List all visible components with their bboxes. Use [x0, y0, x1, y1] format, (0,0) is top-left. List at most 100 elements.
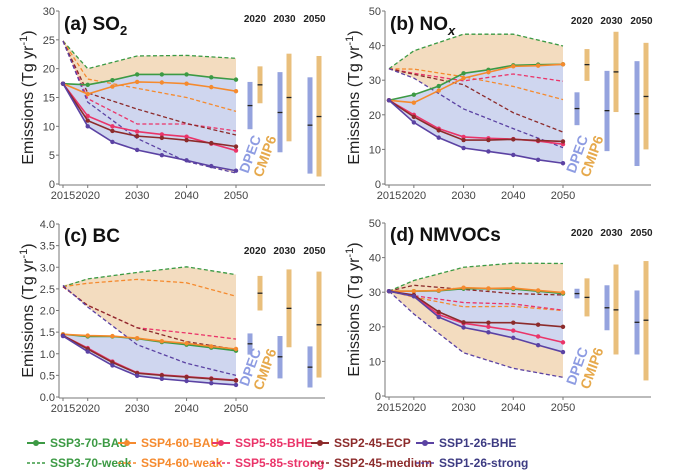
data-point-SSP2-45: [110, 360, 115, 365]
series-line-SSP1-26-dashed: [388, 68, 564, 149]
data-point-SSP5-85: [184, 134, 189, 139]
data-point-SSP5-85: [85, 113, 90, 119]
series-line-SSP3-70-dashed: [388, 262, 564, 292]
data-point-SSP4-60: [110, 333, 115, 339]
legend-label: SSP3-70-weak: [50, 456, 132, 470]
data-point-SSP4-60: [159, 339, 165, 344]
x-tick-label: 2020: [402, 402, 426, 414]
legend-marker: [218, 440, 224, 446]
y-tick-label: 20: [43, 64, 55, 76]
y-axis-label-end: ): [20, 30, 37, 35]
data-point-SSP3-70: [411, 92, 417, 97]
y-axis-label: Emissions (Tg yr-1): [18, 243, 37, 377]
data-point-SSP1-26: [110, 363, 115, 368]
x-tick-label: 2030: [451, 402, 475, 414]
data-point-SSP4-60: [184, 341, 189, 346]
data-point-SSP2-45: [233, 378, 239, 383]
data-point-SSP1-26: [486, 149, 491, 154]
series-line-SSP2-45-solid: [62, 83, 237, 148]
data-point-SSP4-60: [560, 290, 566, 295]
y-axis-label-superscript: -1: [344, 36, 356, 46]
y-axis-label: Emissions (Tg yr-1): [344, 242, 363, 376]
legend-label: SSP5-85-strong: [235, 456, 324, 470]
range-year-label: 2030: [600, 228, 623, 239]
data-point-SSP2-45: [110, 128, 115, 134]
data-point-SSP2-45: [461, 320, 466, 325]
y-tick-label: 40: [369, 253, 381, 265]
series-line-SSP5-85-dashed: [388, 68, 564, 82]
x-tick-label: 2040: [501, 402, 525, 414]
data-point-SSP3-70: [159, 72, 165, 77]
x-tick-label: 2020: [75, 190, 99, 202]
data-point-SSP4-60: [85, 333, 90, 338]
data-point-SSP2-45: [184, 374, 189, 380]
data-point-SSP4-60: [134, 79, 140, 85]
y-axis-label-text: Emissions (Tg yr: [346, 45, 363, 165]
data-point-SSP1-26: [209, 380, 214, 386]
data-point-SSP1-26: [85, 349, 90, 354]
data-point-SSP1-26: [60, 81, 66, 86]
y-tick-label: 0.5: [40, 370, 55, 382]
range-year-label: 2050: [630, 228, 653, 239]
legend-label: SSP4-60-BAU: [141, 436, 219, 450]
y-axis-label-text: Emissions (Tg yr: [346, 257, 363, 377]
y-axis-label-superscript: -1: [18, 36, 30, 46]
series-line-SSP4-60-dashed: [62, 40, 237, 112]
data-point-SSP5-85: [535, 334, 541, 339]
data-point-SSP1-26: [159, 376, 165, 382]
data-point-SSP2-45: [486, 137, 491, 143]
data-point-SSP1-26: [461, 145, 466, 151]
legend: SSP3-70-BAU SSP4-60-BAU SSP5-85-BHE SSP2-45…: [27, 436, 528, 470]
x-tick-label: 2020: [402, 190, 426, 202]
data-point-SSP4-60: [560, 62, 566, 67]
x-tick-label: 2020: [75, 403, 99, 415]
data-point-SSP5-85: [486, 324, 491, 329]
panel-title-text: (a) SO: [64, 14, 120, 35]
strong-policy-range-band: [389, 287, 563, 353]
legend-label: SSP1-26-BHE: [439, 436, 516, 450]
data-point-SSP4-60: [535, 63, 541, 68]
y-tick-label: 10: [369, 356, 381, 368]
data-point-SSP4-60: [233, 346, 239, 352]
range-year-label: 2030: [273, 246, 296, 257]
data-point-SSP2-45: [535, 322, 541, 327]
series-line-SSP4-60-solid: [388, 63, 564, 104]
range-year-label: 2030: [600, 16, 623, 27]
data-point-SSP2-45: [486, 320, 491, 325]
y-axis-label-text: Emissions (Tg yr: [20, 45, 37, 165]
data-point-SSP4-60: [511, 64, 516, 69]
series-line-SSP2-45-solid: [388, 290, 564, 328]
legend-label: SSP1-26-strong: [439, 456, 528, 470]
data-point-SSP2-45: [511, 320, 516, 325]
series-line-SSP3-70-dashed: [62, 40, 237, 70]
data-point-SSP1-26: [436, 314, 441, 320]
series-line-SSP4-60-solid: [62, 333, 237, 350]
x-tick-label: 2050: [551, 402, 575, 414]
y-tick-label: 0: [375, 391, 381, 403]
data-point-SSP4-60: [436, 288, 441, 293]
data-point-SSP1-26: [436, 135, 441, 140]
x-tick-label: 2015: [51, 403, 75, 415]
range-year-label: 2020: [244, 246, 267, 257]
y-tick-label: 30: [369, 287, 381, 299]
data-point-SSP1-26: [60, 333, 66, 339]
y-axis-label-end: ): [20, 243, 37, 248]
data-point-SSP2-45: [535, 138, 541, 143]
series-line-SSP1-26-dashed: [388, 290, 564, 378]
data-point-SSP2-45: [134, 133, 140, 139]
y-tick-label: 0.0: [40, 392, 55, 404]
x-tick-label: 2050: [224, 403, 248, 415]
data-point-SSP1-26: [134, 147, 140, 153]
data-point-SSP4-60: [233, 88, 239, 94]
data-point-SSP4-60: [535, 288, 541, 293]
y-tick-label: 3.0: [40, 262, 55, 274]
series-line-SSP3-70-dashed: [388, 33, 564, 70]
y-tick-label: 40: [369, 41, 381, 53]
y-tick-label: 0: [49, 179, 55, 191]
data-point-SSP2-45: [85, 118, 90, 123]
data-point-SSP1-26: [511, 335, 516, 341]
data-point-SSP2-45: [511, 137, 516, 142]
y-tick-label: 2.0: [40, 306, 55, 318]
